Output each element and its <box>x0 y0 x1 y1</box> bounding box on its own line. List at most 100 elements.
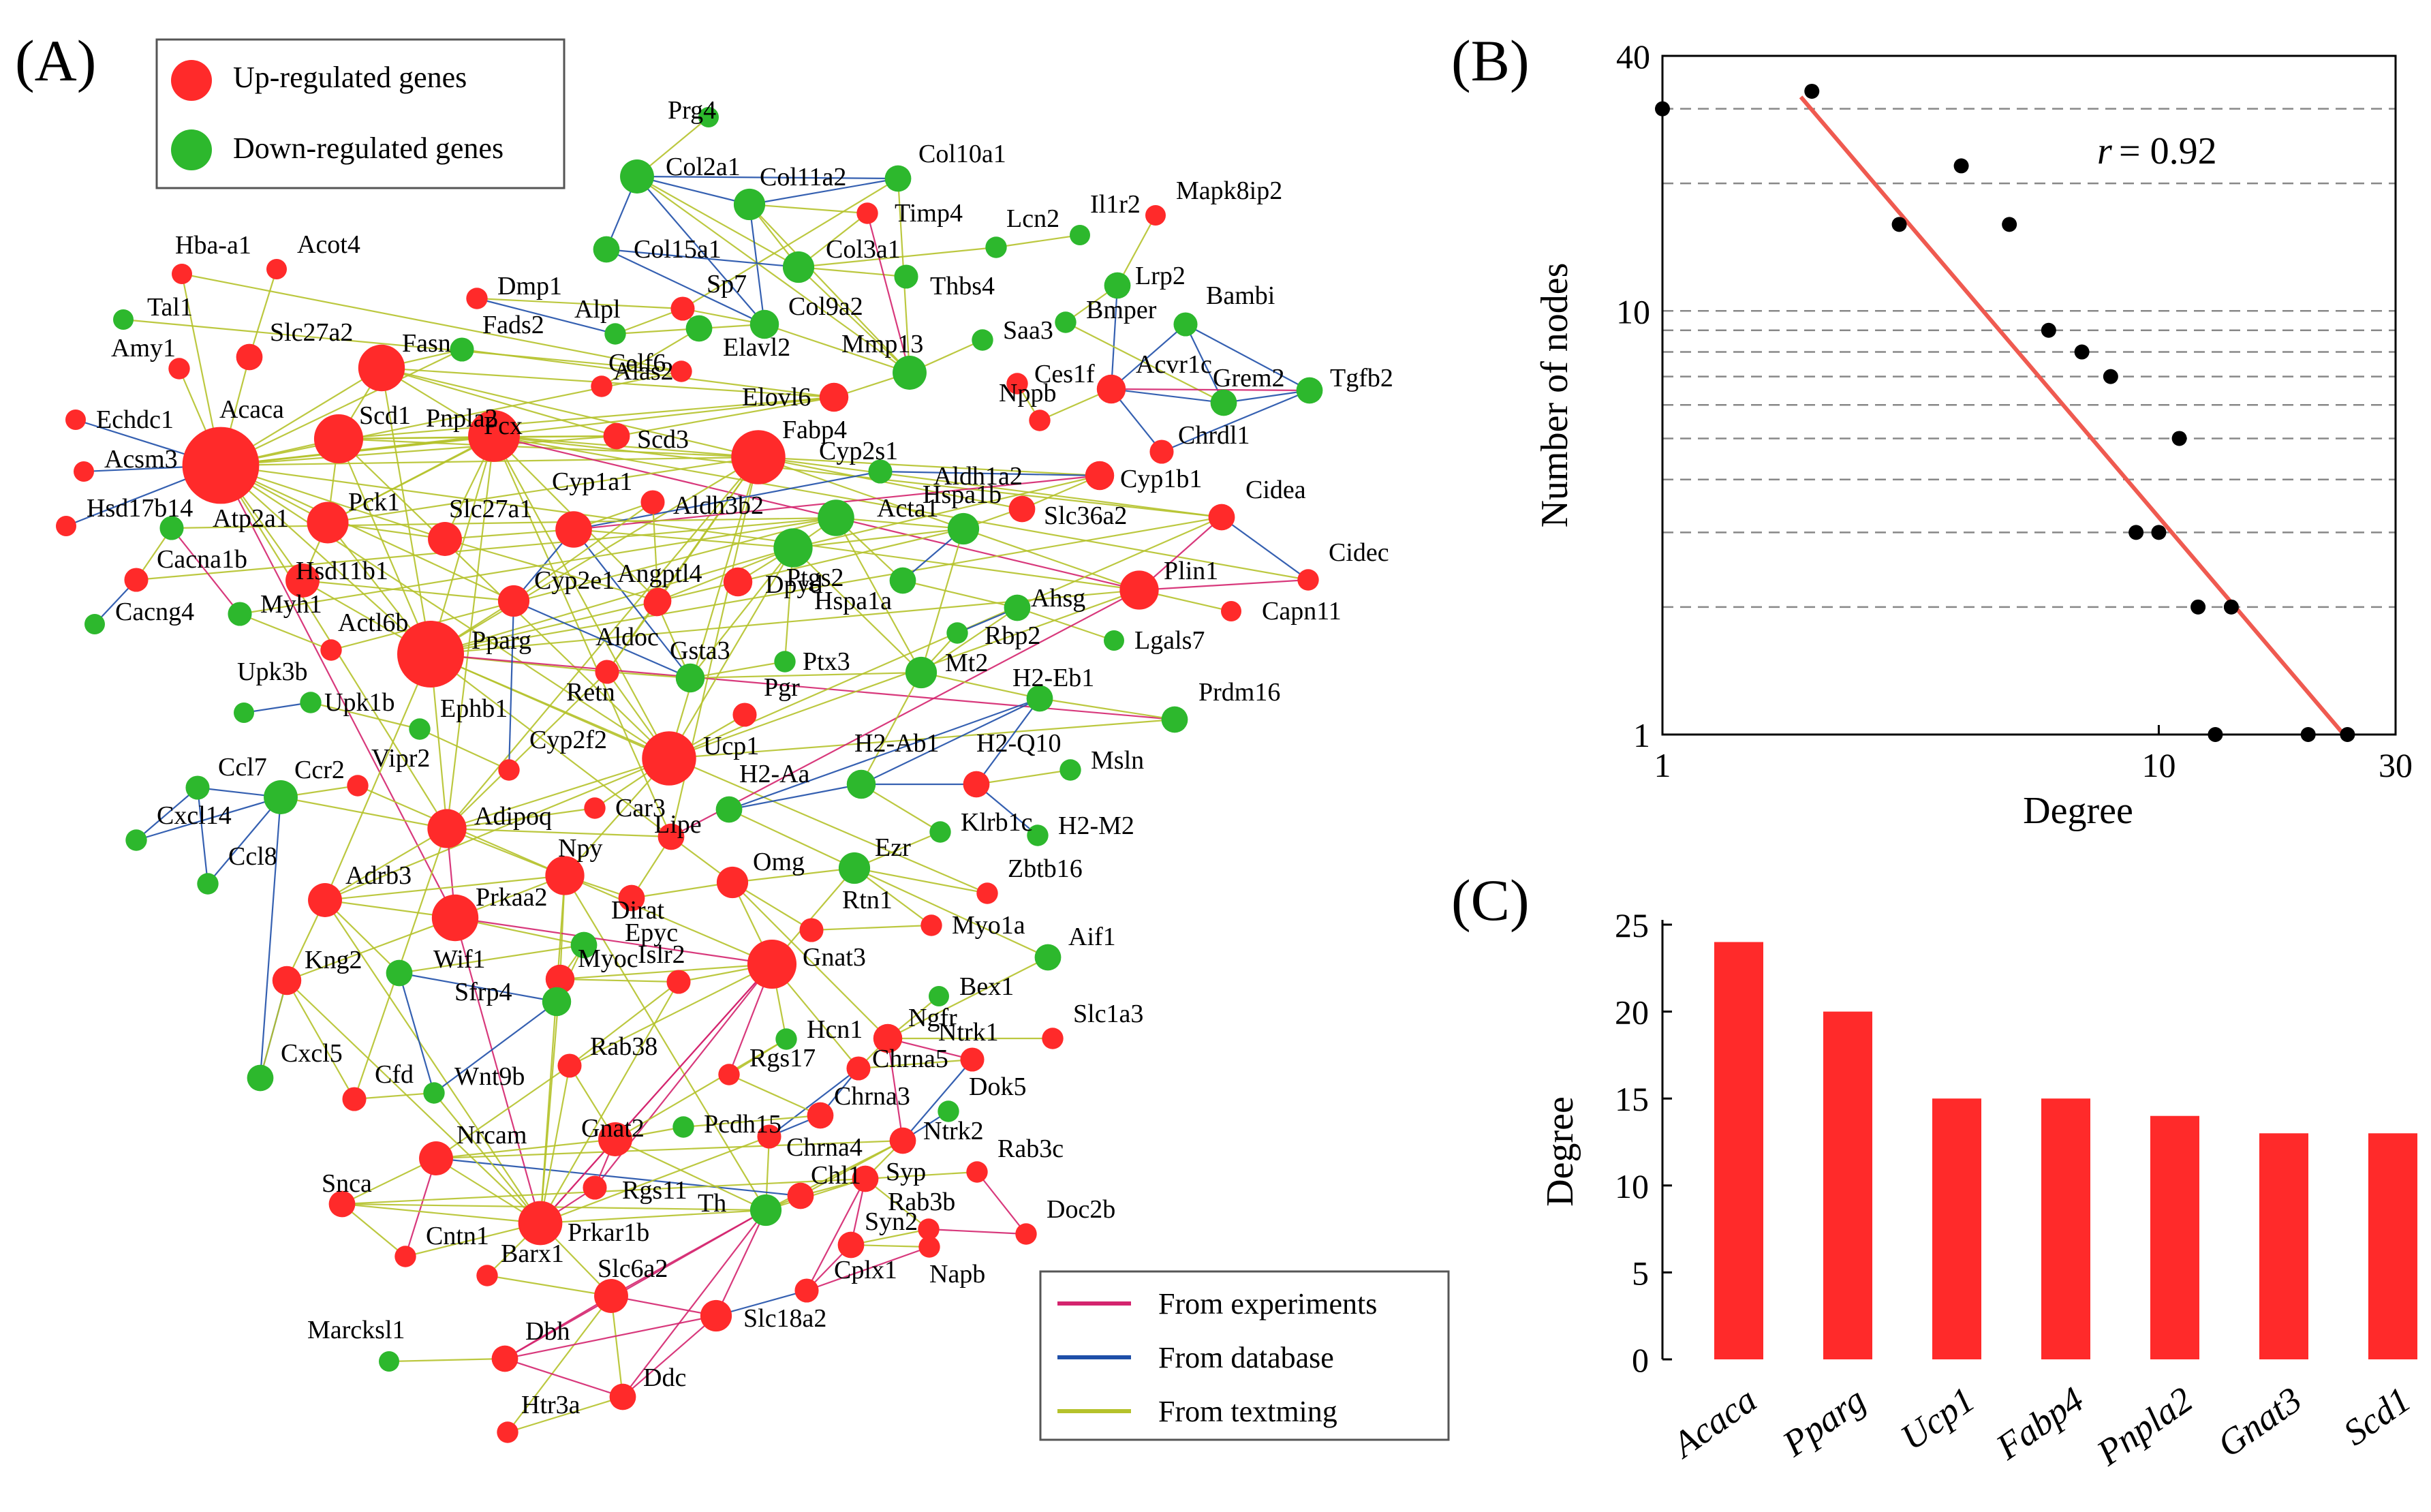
node-bmper <box>1055 311 1077 333</box>
c-bar-pnpla2 <box>2150 1115 2199 1359</box>
edge-nrcam-snca <box>341 1158 437 1205</box>
edge-snca-cntn1 <box>341 1203 406 1257</box>
edge-ucp1-cidea <box>668 516 1222 760</box>
b-xlabel: Degree <box>2023 790 2133 832</box>
node-slc18a2 <box>700 1299 732 1332</box>
edge-slc18a2-dbh <box>504 1314 717 1360</box>
edge-chl1-ntrk2 <box>800 1140 903 1197</box>
edge-pnpla2-pparg <box>429 435 495 655</box>
node-label-marcksl1: Marcksl1 <box>307 1316 405 1344</box>
node-alas2 <box>670 360 692 382</box>
node-label-sfrp4: Sfrp4 <box>454 978 512 1006</box>
edge-adrb3-wif1 <box>324 899 400 974</box>
edge-pparg-prdm16 <box>430 653 1175 721</box>
node-h2-eb1 <box>1026 685 1053 712</box>
node-label-slc27a2: Slc27a2 <box>270 318 353 347</box>
edge-prkaa2-prkar1b <box>454 917 542 1224</box>
edge-ngfr-ntrk2 <box>886 1038 904 1141</box>
node-label-ccl8: Ccl8 <box>228 842 277 871</box>
node-label-fasn: Fasn <box>402 329 451 358</box>
node-pparg <box>397 621 464 688</box>
node-pcx <box>471 413 518 461</box>
edge-h2-q10-h2-m2 <box>976 784 1038 836</box>
c-ylabel: Degree <box>1539 1096 1581 1207</box>
node-label-ccl7: Ccl7 <box>218 753 267 782</box>
node-label-mmp13: Mmp13 <box>841 330 923 358</box>
edge-scd1-elovl6 <box>338 396 835 440</box>
node-rab3c <box>966 1161 988 1183</box>
node-label-h2-eb1: H2-Eb1 <box>1012 664 1094 692</box>
legend-down-dot <box>171 129 212 170</box>
node-h2-aa <box>715 796 743 823</box>
edge-h2-eb1-h2-aa <box>728 697 1040 811</box>
node-label-elovl6: Elovl6 <box>742 383 811 412</box>
node-kng2 <box>272 966 302 996</box>
node-label-plin1: Plin1 <box>1164 557 1218 585</box>
node-cntn1 <box>394 1246 416 1267</box>
node-label-cntn1: Cntn1 <box>426 1222 489 1250</box>
node-label-npy: Npy <box>558 834 602 863</box>
edge-pparg-adrb3 <box>324 653 432 901</box>
edge-hspa1b-dpyd <box>737 527 964 583</box>
edge-chrna3-pcdh15 <box>683 1114 821 1128</box>
node-label-prdm16: Prdm16 <box>1198 678 1280 707</box>
node-label-cidea: Cidea <box>1245 476 1306 504</box>
c-ytick-label-0: 0 <box>1632 1341 1649 1379</box>
node-label-doc2b: Doc2b <box>1047 1195 1115 1224</box>
node-label-atp2a1: Atp2a1 <box>213 504 289 533</box>
c-bar-ucp1 <box>1932 1098 1981 1359</box>
c-category-label-gnat3: Gnat3 <box>2210 1379 2309 1466</box>
node-actl6b <box>320 639 342 661</box>
legend-up-label: Up-regulated genes <box>233 61 467 94</box>
c-bar-gnat3 <box>2259 1133 2308 1359</box>
network-panel: (A) Prg4 Col2a1 Col11a2 Col10a1 Timp4 Lcn2 Il1… <box>15 28 1450 1443</box>
node-label-dmp1: Dmp1 <box>497 272 562 300</box>
node-label-chl1: Chl1 <box>811 1161 861 1190</box>
edge-chrna5-chrna4 <box>769 1068 859 1137</box>
node-label-upk3b: Upk3b <box>237 658 307 686</box>
edge-slc6a2-slc18a2 <box>610 1295 717 1317</box>
node-epyc <box>570 931 598 959</box>
node-label-cxcl14: Cxcl14 <box>157 801 232 830</box>
node-rab3b <box>918 1218 940 1240</box>
node-chrna3 <box>807 1102 834 1129</box>
node-prkar1b <box>518 1201 563 1246</box>
node-dok5 <box>938 1100 959 1122</box>
node-label-pgr: Pgr <box>764 673 800 702</box>
node-gsta3 <box>675 663 705 693</box>
node-label-adipoq: Adipoq <box>474 802 552 831</box>
node-label-acvr1c: Acvr1c <box>1136 350 1212 379</box>
edge-bambi-tgfb2 <box>1185 324 1310 391</box>
edge-lrp2-mapk8ip2 <box>1117 215 1156 286</box>
edge-ntrk1-ntrk2 <box>902 1059 973 1141</box>
edge-prkar1b-islr2 <box>540 981 679 1224</box>
node-nrcam <box>419 1141 453 1175</box>
edge-islr2-rab38 <box>569 981 679 1066</box>
c-bar-scd1 <box>2368 1133 2417 1359</box>
node-col3a1 <box>782 251 815 283</box>
edge-acta1-mt2 <box>835 517 922 673</box>
node-label-fads2: Fads2 <box>482 311 544 339</box>
edge-col2a1-col11a2 <box>636 175 750 206</box>
b-annotation-r: r <box>2097 130 2112 172</box>
node-atp2a1 <box>159 516 184 540</box>
node-label-hsd11b1: Hsd11b1 <box>296 557 388 585</box>
c-category-label-acaca: Acaca <box>1663 1379 1763 1466</box>
edge-ezr-aif1 <box>854 867 1049 958</box>
node-label-cfd: Cfd <box>375 1060 414 1089</box>
node-label-th: Th <box>698 1189 726 1218</box>
node-label-bmper: Bmper <box>1086 296 1157 324</box>
edge-acta1-cacna1b <box>136 516 837 581</box>
node-label-amy1: Amy1 <box>111 334 176 362</box>
edge-myh1-actl6b <box>239 613 332 651</box>
edge-ucp1-prdm16 <box>668 718 1175 760</box>
edge-acaca-fads2 <box>220 349 463 466</box>
b-points <box>1655 83 2355 742</box>
edge-nrcam-gnat2 <box>435 1138 616 1160</box>
panel-label-b: (B) <box>1451 28 1530 93</box>
edge-cyp2e1-cyp2f2 <box>508 600 515 771</box>
edge-gnat3-rab38 <box>569 963 773 1066</box>
b-point-3 <box>1891 217 1907 232</box>
node-label-lipe: Lipe <box>654 810 702 839</box>
edge-nrcam-chl1 <box>435 1157 801 1197</box>
